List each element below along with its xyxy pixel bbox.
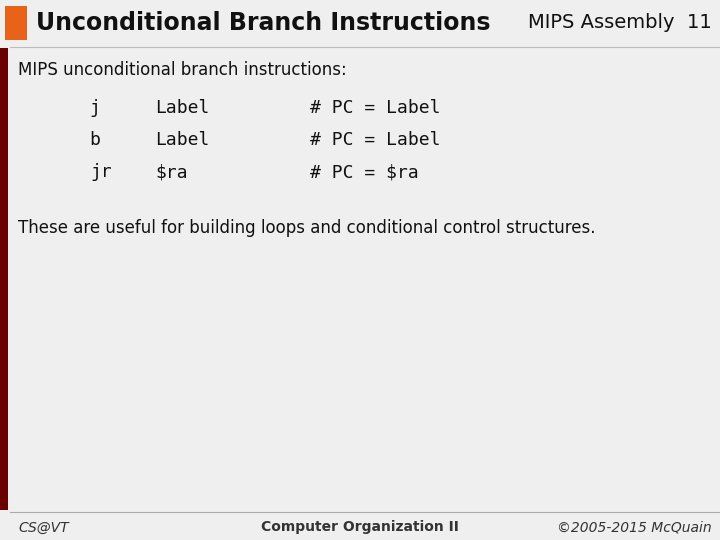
Text: Unconditional Branch Instructions: Unconditional Branch Instructions [36,11,490,35]
Text: Label: Label [155,99,210,117]
Text: ©2005-2015 McQuain: ©2005-2015 McQuain [557,521,712,535]
Bar [5,5,27,40]
Text: These are useful for building loops and conditional control structures.: These are useful for building loops and … [18,219,595,237]
Text: MIPS Assembly  11: MIPS Assembly 11 [528,14,712,32]
Text: # PC = $ra: # PC = $ra [310,163,441,181]
Text: # PC = Label: # PC = Label [310,99,441,117]
Text: $ra: $ra [155,163,188,181]
Text: CS@VT: CS@VT [18,521,68,535]
Text: MIPS unconditional branch instructions:: MIPS unconditional branch instructions: [18,61,347,79]
Text: Label: Label [155,131,210,149]
Text: jr: jr [90,163,112,181]
Bar [0,48,8,510]
Text: # PC = Label: # PC = Label [310,131,441,149]
Text: j: j [90,99,112,117]
Text: Computer Organization II: Computer Organization II [261,521,459,535]
Text: b: b [90,131,112,149]
